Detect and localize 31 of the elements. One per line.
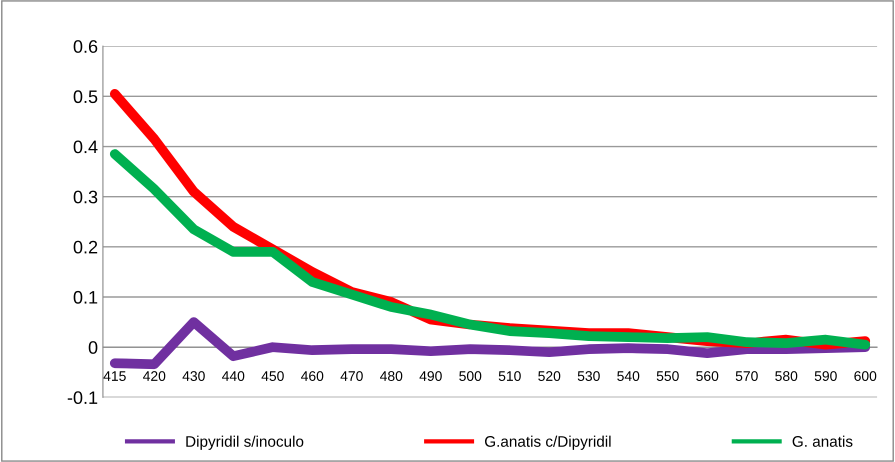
y-tick-label: -0.1 <box>68 391 98 404</box>
y-tick-label: 0.6 <box>74 40 98 53</box>
legend-label: G.anatis c/Dipyridil <box>485 436 611 450</box>
y-tick-label: 0.3 <box>74 190 98 204</box>
x-tick-label: 480 <box>380 371 402 381</box>
y-tick-label: 0 <box>88 341 98 354</box>
x-tick-label: 500 <box>459 371 482 381</box>
x-tick-label: 420 <box>143 371 166 381</box>
y-tick-label: 0.4 <box>74 140 98 154</box>
x-tick-label: 590 <box>814 371 837 381</box>
x-tick-label: 450 <box>262 371 284 381</box>
legend-label: Dipyridil s/inoculo <box>186 436 304 450</box>
x-tick-label: 520 <box>538 371 560 381</box>
x-tick-label: 530 <box>578 371 600 381</box>
y-tick-label: 0.5 <box>74 90 98 104</box>
x-tick-label: 550 <box>656 371 679 381</box>
x-tick-label: 580 <box>775 371 798 381</box>
x-tick-label: 430 <box>182 371 205 381</box>
x-tick-label: 570 <box>736 371 758 381</box>
y-tick-label: 0.2 <box>74 240 98 254</box>
x-tick-label: 560 <box>696 371 718 381</box>
legend-label: G. anatis <box>792 436 852 447</box>
x-tick-label: 460 <box>301 371 324 381</box>
x-tick-label: 510 <box>498 371 521 381</box>
x-tick-label: 540 <box>617 371 640 381</box>
x-tick-label: 490 <box>420 371 442 381</box>
x-tick-label: 440 <box>222 371 244 381</box>
x-tick-label: 470 <box>340 371 363 381</box>
x-tick-label: 600 <box>854 371 876 381</box>
y-tick-label: 0.1 <box>74 290 98 304</box>
x-tick-label: 415 <box>104 371 126 381</box>
